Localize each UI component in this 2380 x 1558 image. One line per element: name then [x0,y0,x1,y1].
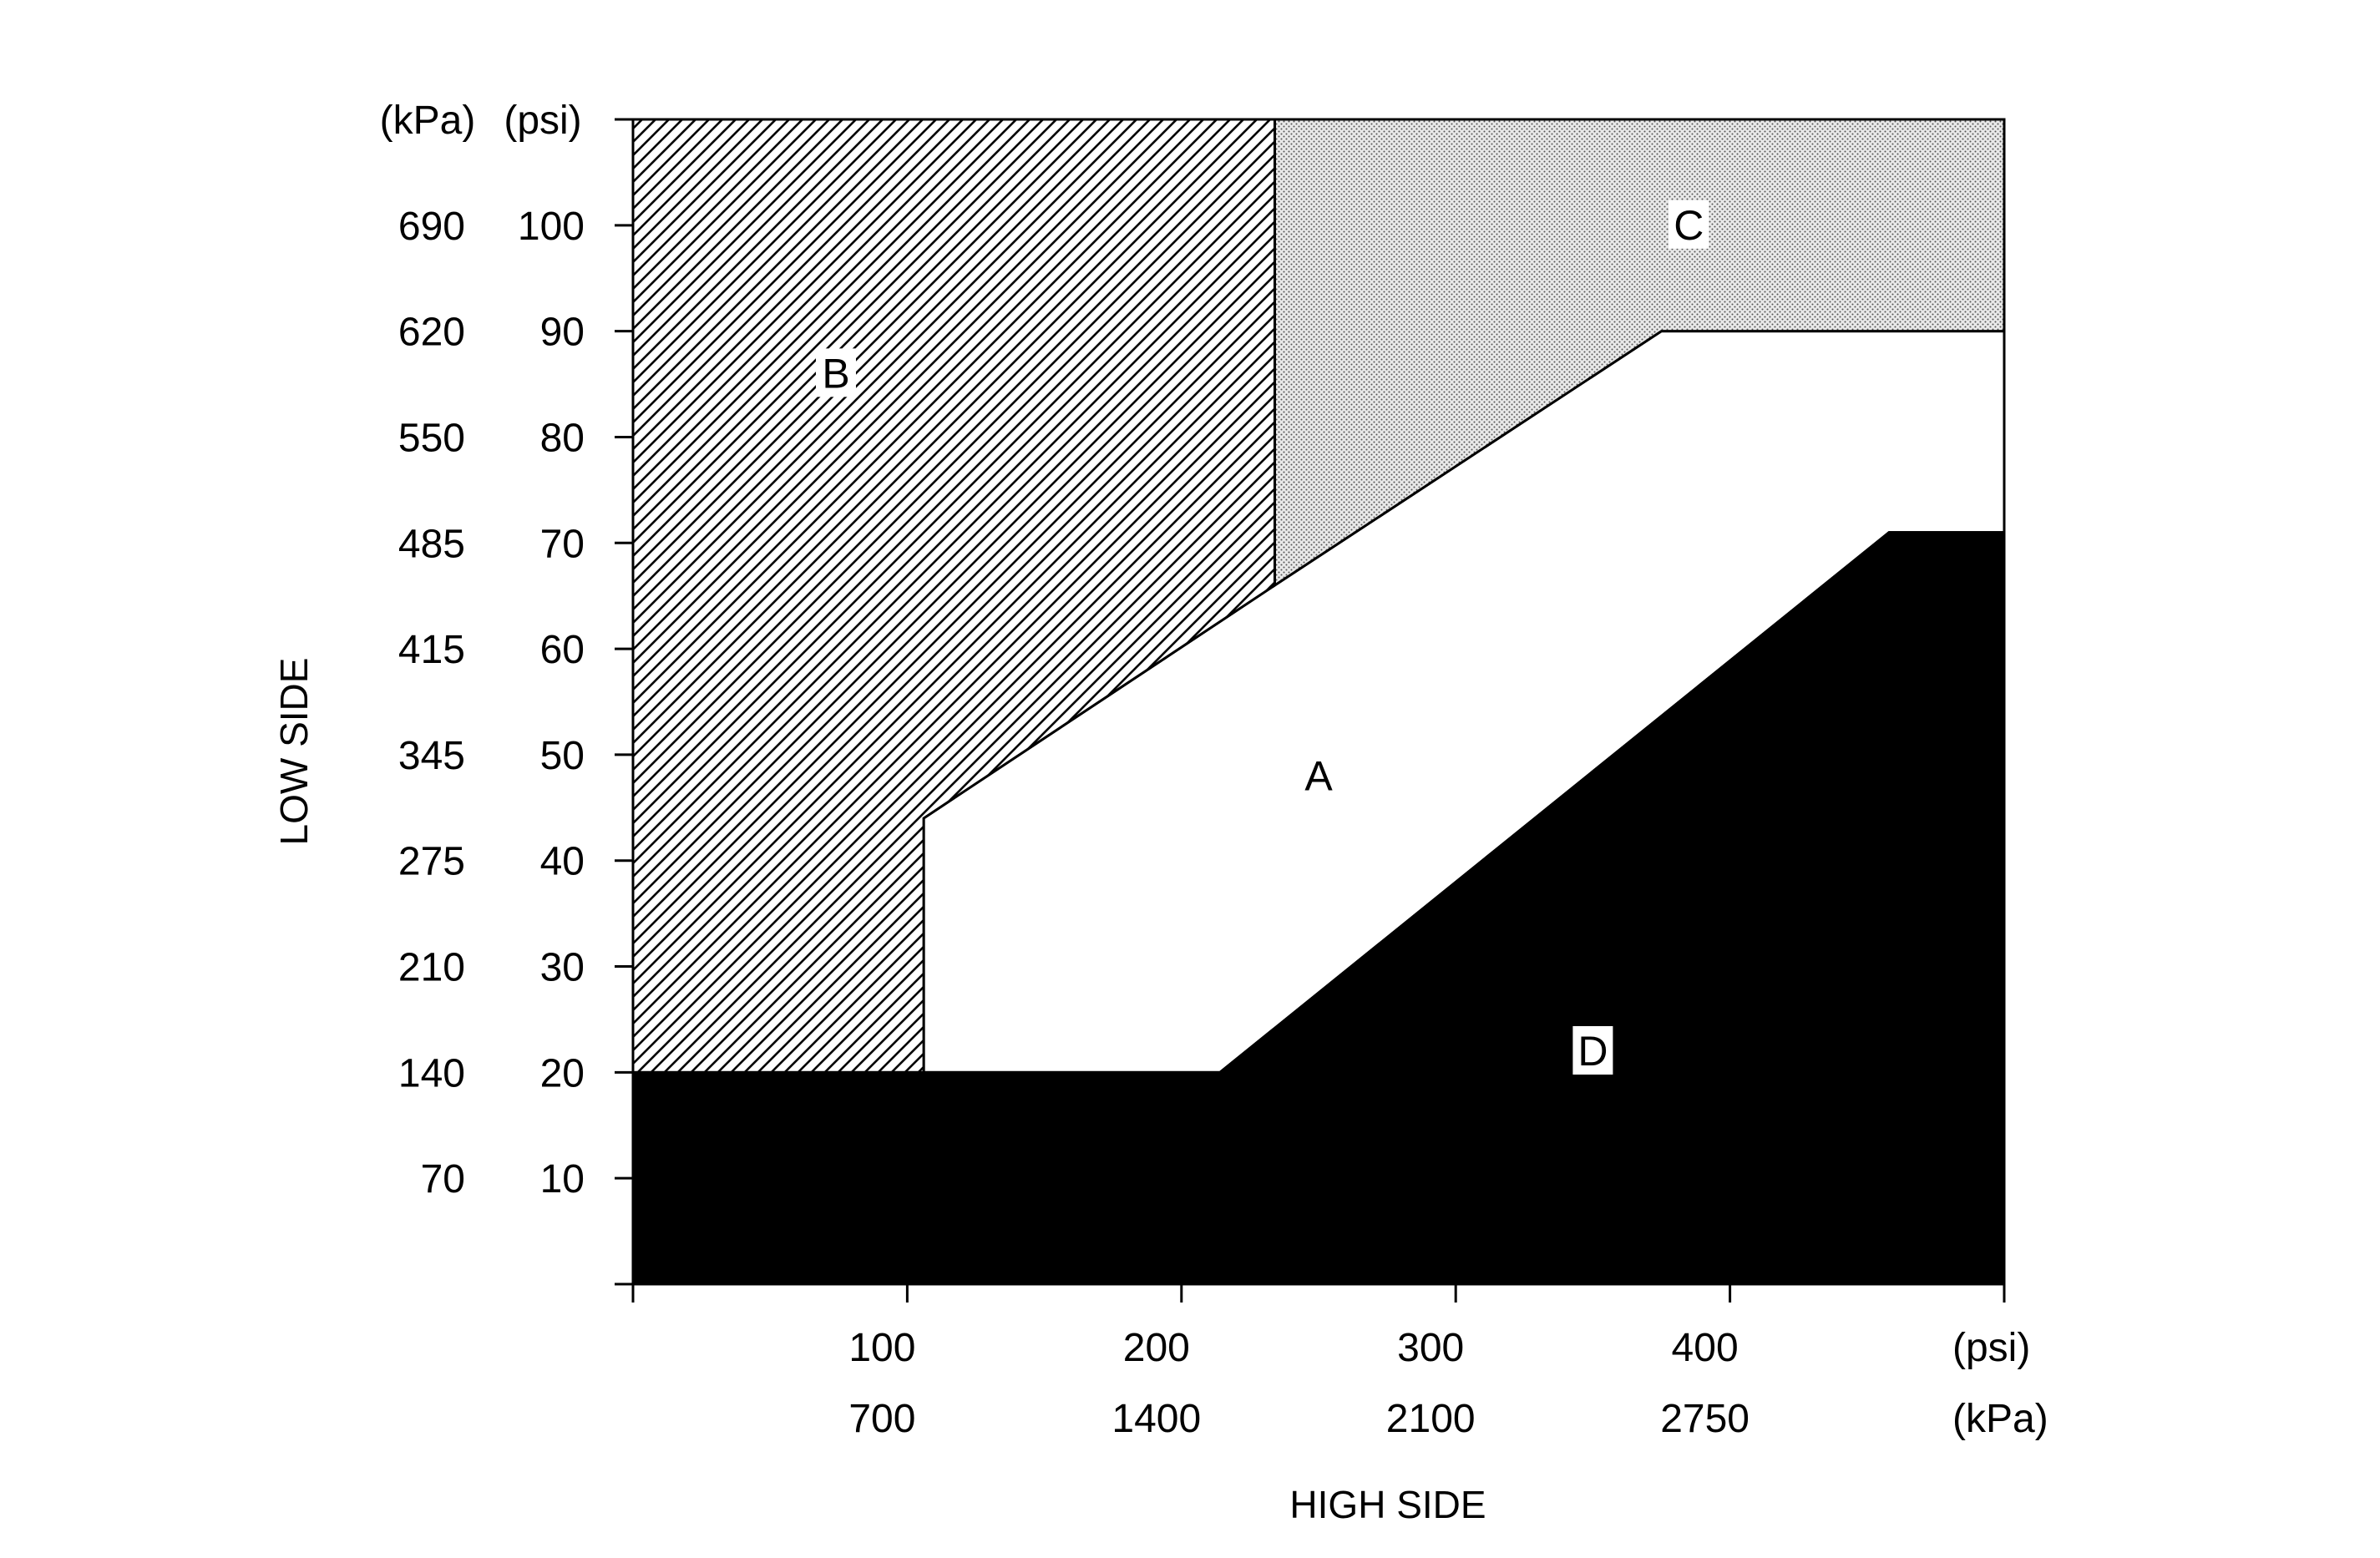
y-tick-label-kpa: 485 [398,522,465,566]
x-tick-label-kpa: 2750 [1660,1397,1750,1441]
y-tick-label-kpa: 415 [398,628,465,672]
y-tick-label-psi: 20 [540,1051,585,1095]
y-tick-label-kpa: 690 [398,205,465,249]
region-label-a: A [1304,752,1333,799]
y-tick-label-kpa: 345 [398,734,465,778]
y-tick-label-kpa: 275 [398,840,465,884]
y-axis-title: LOW SIDE [272,658,316,846]
y-tick-label-psi: 60 [540,628,585,672]
region-label-box-b [816,348,857,397]
region-labels-layer: A B C D [816,200,1709,1075]
y-tick-label-psi: 80 [540,416,585,460]
region-label-b: B [822,350,849,397]
region-label-box-a [1299,751,1339,800]
region-label-box-c [1669,200,1709,249]
plot-frame [631,118,2006,1286]
region-label-d: D [1577,1028,1608,1075]
x-tick-label-psi: 300 [1397,1326,1464,1370]
y-unit-psi: (psi) [504,99,581,143]
y-tick-label-kpa: 210 [398,946,465,990]
x-tick-label-kpa: 1400 [1112,1397,1201,1441]
y-tick-label-psi: 30 [540,946,585,990]
x-tick-label-kpa: 2100 [1386,1397,1476,1441]
y-tick-label-kpa: 550 [398,416,465,460]
y-tick-label-kpa: 70 [421,1157,465,1201]
x-axis-title: HIGH SIDE [1289,1483,1486,1526]
y-tick-label-psi: 90 [540,311,585,355]
region-label-c: C [1674,202,1704,249]
y-tick-label-psi: 100 [518,205,585,249]
x-tick-label-psi: 100 [848,1326,915,1370]
regions-layer [631,118,2006,1286]
region-label-box-d [1572,1026,1613,1075]
x-unit-kpa: (kPa) [1952,1397,2048,1441]
y-tick-label-psi: 50 [540,734,585,778]
x-tick-label-psi: 400 [1672,1326,1739,1370]
y-tick-label-psi: 10 [540,1157,585,1201]
y-tick-label-kpa: 620 [398,311,465,355]
y-tick-label-psi: 40 [540,840,585,884]
x-tick-label-psi: 200 [1123,1326,1190,1370]
x-unit-psi: (psi) [1952,1326,2030,1370]
y-tick-label-kpa: 140 [398,1051,465,1095]
x-tick-label-kpa: 700 [848,1397,915,1441]
y-unit-kpa: (kPa) [380,99,476,143]
axes-layer: 10 70 20 140 30 210 40 275 50 345 60 415 70 485 80 550 9… [380,99,2048,1441]
y-tick-label-psi: 70 [540,522,585,566]
